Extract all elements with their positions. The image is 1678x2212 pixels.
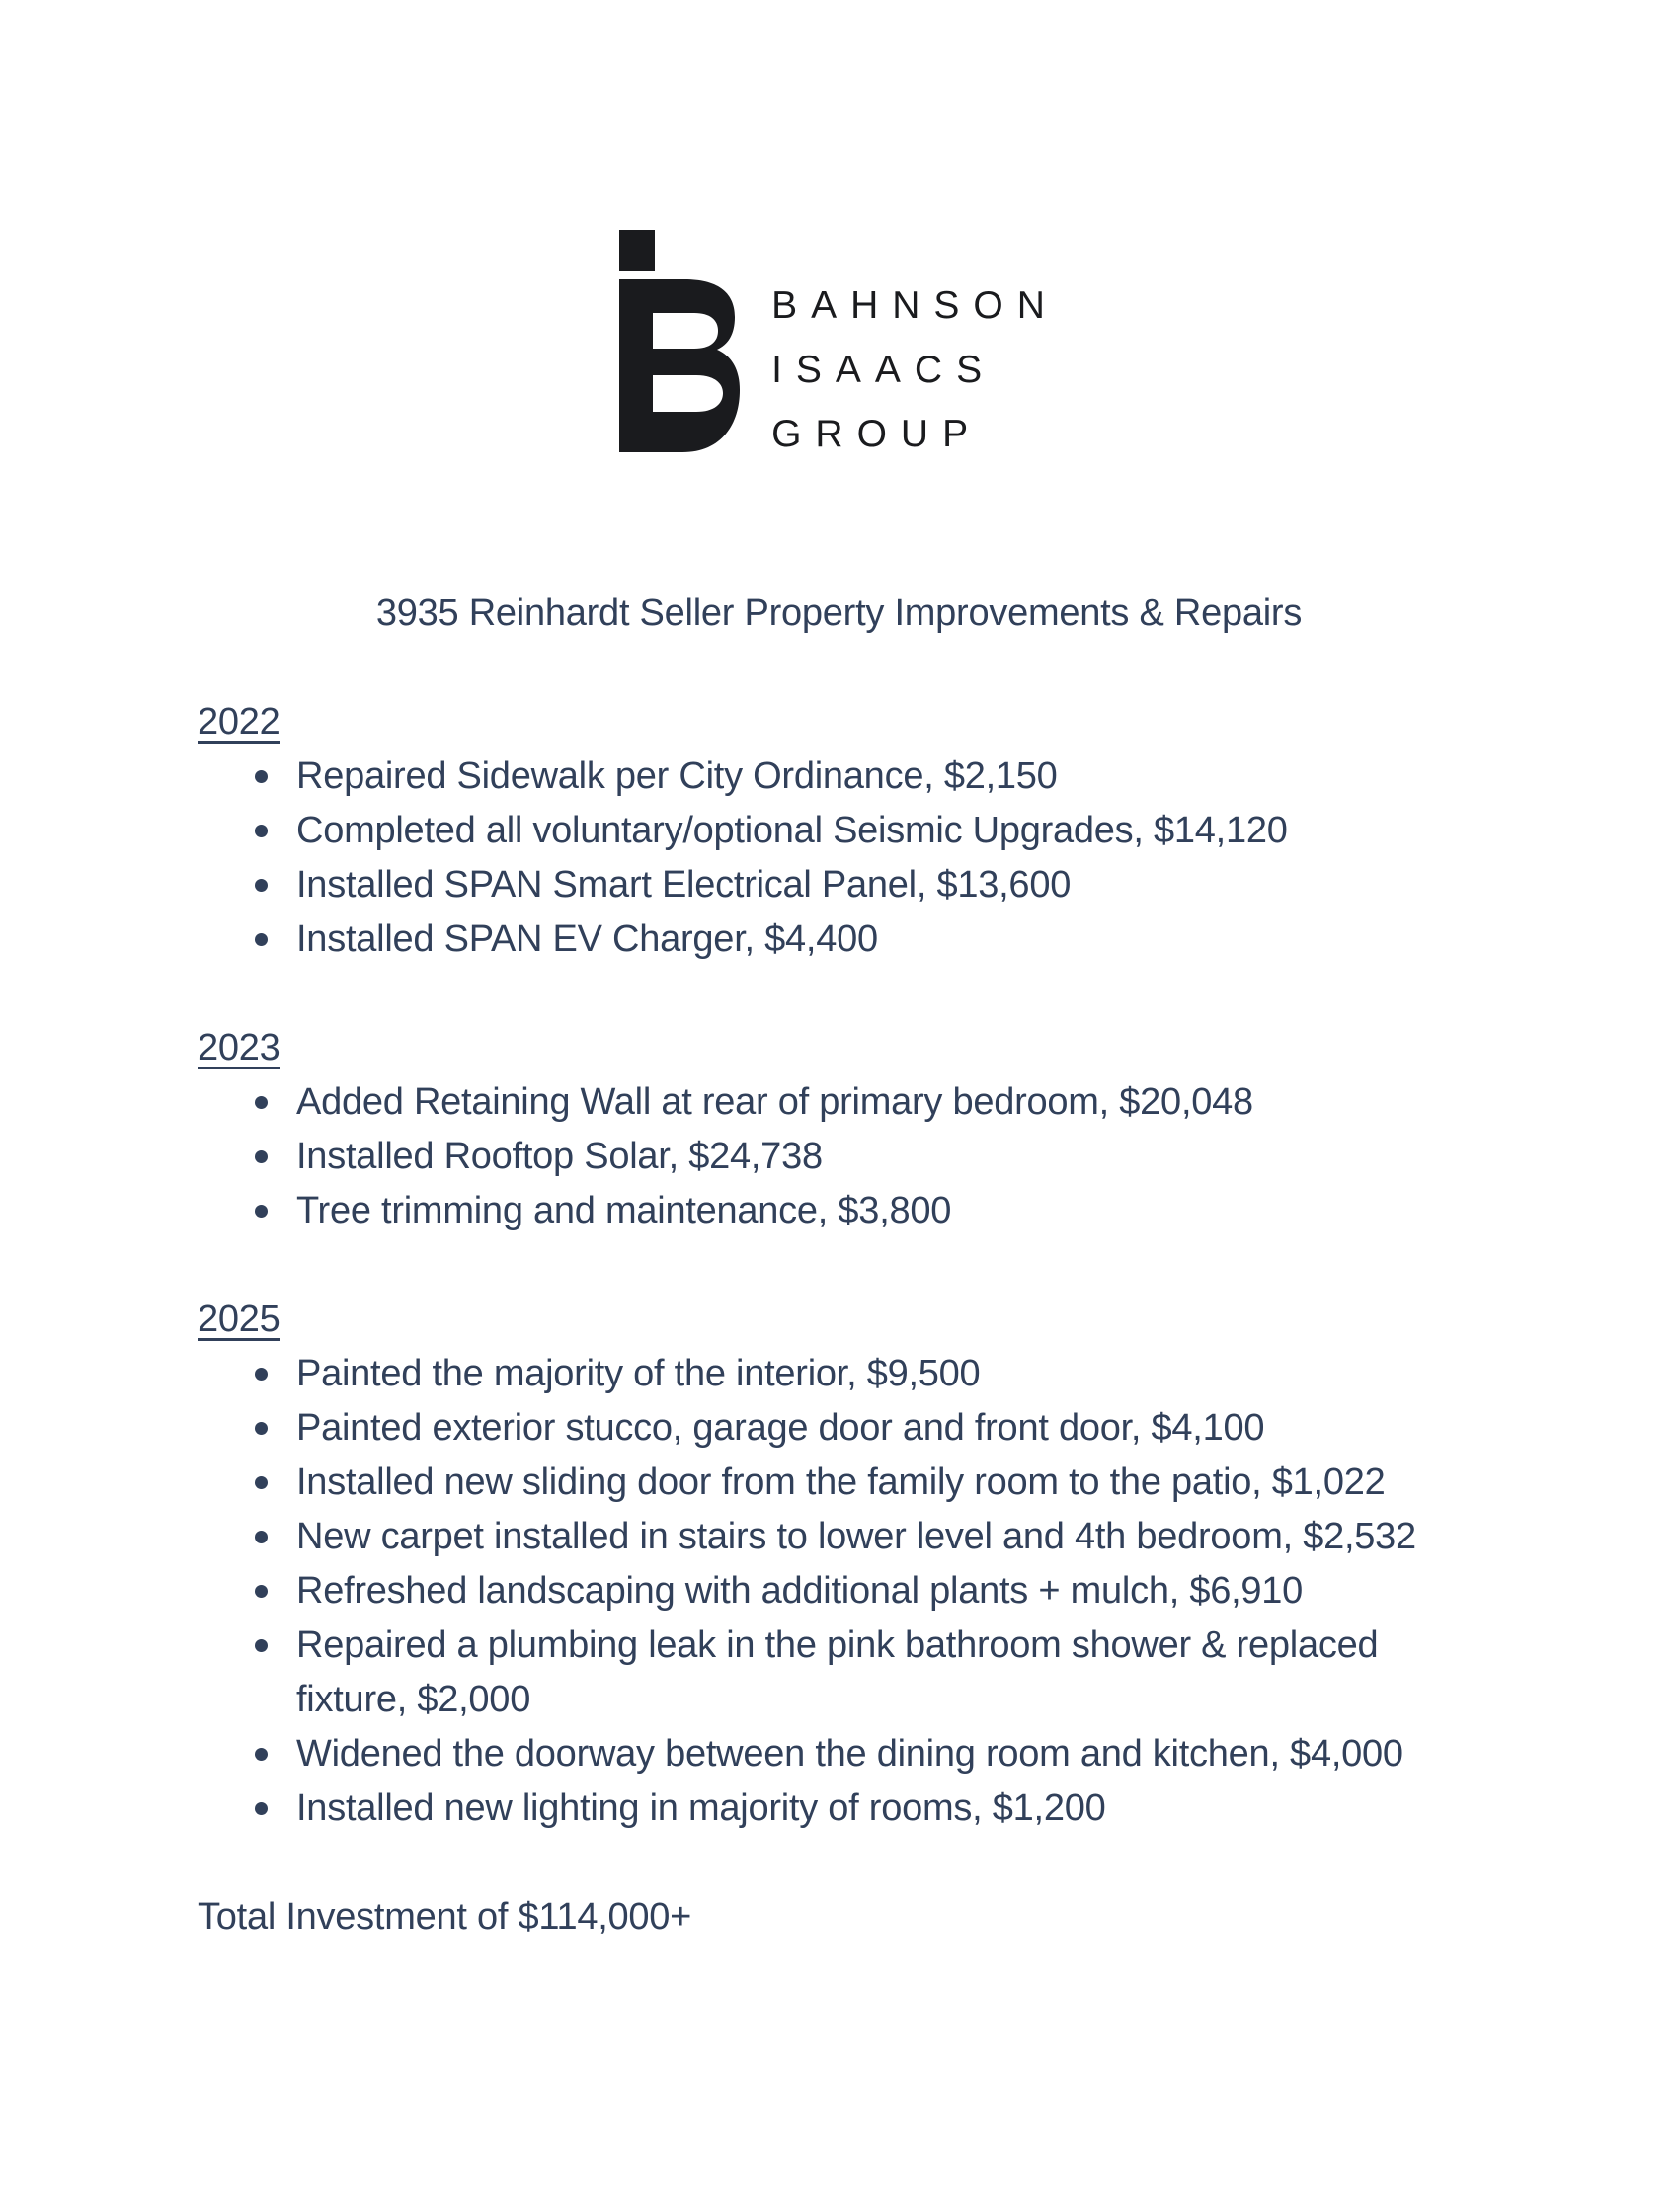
year-heading-2022: 2022 xyxy=(198,701,280,743)
brand-name-line: GROUP xyxy=(771,413,983,455)
total-investment: Total Investment of $114,000+ xyxy=(198,1896,692,1937)
list-item: Installed Rooftop Solar, $24,738 xyxy=(198,1130,1678,1184)
brand-name-line: BAHNSON xyxy=(771,284,1059,327)
brand-logo: BAHNSON ISAACS GROUP xyxy=(0,0,1678,466)
list-item: Installed SPAN EV Charger, $4,400 xyxy=(198,912,1678,967)
year-heading-2023: 2023 xyxy=(198,1027,280,1068)
list-item: New carpet installed in stairs to lower … xyxy=(198,1510,1678,1564)
improvement-list-2022: Repaired Sidewalk per City Ordinance, $2… xyxy=(198,750,1678,967)
section-2022: 2022 Repaired Sidewalk per City Ordinanc… xyxy=(0,695,1678,967)
brand-name-line: ISAACS xyxy=(771,349,997,391)
list-item: Repaired Sidewalk per City Ordinance, $2… xyxy=(198,750,1678,804)
improvement-list-2025: Painted the majority of the interior, $9… xyxy=(198,1347,1678,1836)
list-item: Added Retaining Wall at rear of primary … xyxy=(198,1075,1678,1130)
section-2025: 2025 Painted the majority of the interio… xyxy=(0,1293,1678,1836)
list-item: Painted exterior stucco, garage door and… xyxy=(198,1401,1678,1456)
year-heading-2025: 2025 xyxy=(198,1299,280,1340)
page-title: 3935 Reinhardt Seller Property Improveme… xyxy=(375,592,1303,634)
list-item: Completed all voluntary/optional Seismic… xyxy=(198,804,1678,858)
logo-monogram-icon xyxy=(619,230,741,452)
list-item: Tree trimming and maintenance, $3,800 xyxy=(198,1184,1678,1238)
brand-name: BAHNSON ISAACS GROUP xyxy=(771,274,1059,466)
list-item: Painted the majority of the interior, $9… xyxy=(198,1347,1678,1401)
list-item: Refreshed landscaping with additional pl… xyxy=(198,1564,1678,1619)
improvement-list-2023: Added Retaining Wall at rear of primary … xyxy=(198,1075,1678,1238)
list-item: Installed new lighting in majority of ro… xyxy=(198,1781,1678,1836)
section-2023: 2023 Added Retaining Wall at rear of pri… xyxy=(0,1021,1678,1238)
list-item: Installed SPAN Smart Electrical Panel, $… xyxy=(198,858,1678,912)
list-item: Widened the doorway between the dining r… xyxy=(198,1727,1678,1781)
list-item: Installed new sliding door from the fami… xyxy=(198,1456,1678,1510)
list-item: Repaired a plumbing leak in the pink bat… xyxy=(198,1619,1678,1727)
